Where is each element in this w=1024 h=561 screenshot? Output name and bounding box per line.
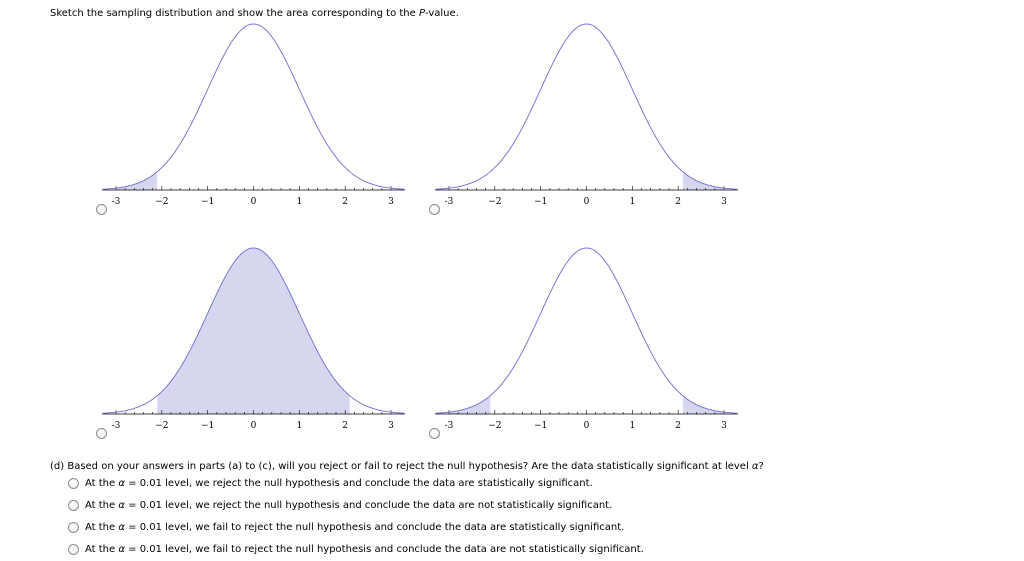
distribution-graph-2: -3 −2 −1 0 1 2 3 [435, 20, 741, 220]
prompt-p-italic: P [418, 8, 425, 19]
tick-label: −1 [534, 421, 547, 431]
tick-label: 3 [721, 421, 727, 431]
answer-option-1-radio[interactable] [67, 477, 79, 489]
tick-label: 2 [675, 421, 681, 431]
answer-option-2-alpha: α [118, 499, 125, 511]
tick-label: 0 [584, 197, 590, 207]
tick-label: -3 [445, 197, 454, 207]
normal-curve [102, 247, 405, 414]
answer-option-2-label[interactable]: At the α = 0.01 level, we reject the nul… [85, 500, 612, 511]
tick-label: −2 [488, 421, 501, 431]
shaded-area-1 [157, 248, 350, 414]
answer-option-4-pre: At the [85, 543, 119, 555]
distribution-graph-3-svg: -3 −2 −1 0 1 2 3 [102, 247, 405, 431]
distribution-graph-4: -3 −2 −1 0 1 2 3 [435, 244, 741, 444]
normal-curve [435, 247, 738, 414]
tick-label: 2 [342, 421, 348, 431]
tick-label: 1 [296, 421, 302, 431]
answer-option-4-label[interactable]: At the α = 0.01 level, we fail to reject… [85, 544, 644, 555]
question-alpha: α [751, 461, 759, 472]
answer-option-1-pre: At the [85, 477, 119, 489]
tick-label: 3 [388, 197, 394, 207]
prompt-text: Sketch the sampling distribution and sho… [50, 8, 459, 19]
normal-curve [435, 23, 738, 190]
graph-option-1-radio[interactable] [95, 203, 107, 215]
question-text-before: (d) Based on your answers in parts (a) t… [50, 461, 752, 472]
answer-option-3-label[interactable]: At the α = 0.01 level, we fail to reject… [85, 522, 624, 533]
tick-label: -3 [112, 421, 121, 431]
graph-option-3-radio[interactable] [95, 427, 107, 439]
normal-curve [102, 23, 405, 190]
answer-option-3-alpha: α [118, 521, 125, 533]
graph-option-2-radio-wrap[interactable] [427, 202, 441, 216]
tick-label: 1 [296, 197, 302, 207]
distribution-graph-1: -3 −2 −1 0 1 2 3 [102, 20, 408, 220]
tick-label: 0 [251, 197, 257, 207]
shaded-area-1 [449, 395, 491, 414]
prompt-after: -value. [425, 8, 459, 19]
tick-label: 2 [675, 197, 681, 207]
prompt-before: Sketch the sampling distribution and sho… [50, 8, 419, 19]
answer-option-3-radio-wrap[interactable] [66, 520, 80, 534]
tick-label: −2 [155, 197, 168, 207]
distribution-graph-1-svg: -3 −2 −1 0 1 2 3 [102, 23, 405, 207]
answer-option-4-post: = 0.01 level, we fail to reject the null… [124, 543, 644, 555]
graph-option-4-radio[interactable] [428, 427, 440, 439]
distribution-graph-2-svg: -3 −2 −1 0 1 2 3 [435, 23, 738, 207]
tick-label: 1 [629, 197, 635, 207]
answer-option-1-label[interactable]: At the α = 0.01 level, we reject the nul… [85, 478, 593, 489]
answer-option-3-radio[interactable] [67, 521, 79, 533]
answer-option-4-radio-wrap[interactable] [66, 542, 80, 556]
tick-label: -3 [445, 421, 454, 431]
answer-option-3[interactable]: At the α = 0.01 level, we fail to reject… [66, 520, 624, 534]
tick-label: −1 [201, 421, 214, 431]
tick-label: 0 [251, 421, 257, 431]
answer-option-2-pre: At the [85, 499, 119, 511]
tick-label: 0 [584, 421, 590, 431]
answer-option-1-radio-wrap[interactable] [66, 476, 80, 490]
distribution-graph-3: -3 −2 −1 0 1 2 3 [102, 244, 408, 444]
tick-label: −1 [201, 197, 214, 207]
answer-option-1-post: = 0.01 level, we reject the null hypothe… [124, 477, 593, 489]
answer-option-3-pre: At the [85, 521, 119, 533]
answer-option-1-alpha: α [118, 477, 125, 489]
tick-label: 3 [721, 197, 727, 207]
answer-option-4-alpha: α [118, 543, 125, 555]
answer-option-2[interactable]: At the α = 0.01 level, we reject the nul… [66, 498, 612, 512]
tick-label: 2 [342, 197, 348, 207]
answer-option-3-post: = 0.01 level, we fail to reject the null… [124, 521, 625, 533]
tick-label: −1 [534, 197, 547, 207]
graph-option-2-radio[interactable] [428, 203, 440, 215]
answer-option-4-radio[interactable] [67, 543, 79, 555]
answer-option-2-radio[interactable] [67, 499, 79, 511]
shaded-area-2 [682, 395, 724, 414]
answer-option-4[interactable]: At the α = 0.01 level, we fail to reject… [66, 542, 644, 556]
tick-label: −2 [155, 421, 168, 431]
tick-label: -3 [112, 197, 121, 207]
graph-option-1-radio-wrap[interactable] [94, 202, 108, 216]
graph-option-4-radio-wrap[interactable] [427, 426, 441, 440]
question-text-after: ? [758, 461, 764, 472]
answer-option-2-post: = 0.01 level, we reject the null hypothe… [124, 499, 613, 511]
tick-label: 1 [629, 421, 635, 431]
shaded-area-1 [116, 171, 158, 190]
graph-option-3-radio-wrap[interactable] [94, 426, 108, 440]
distribution-graph-4-svg: -3 −2 −1 0 1 2 3 [435, 247, 738, 431]
answer-option-2-radio-wrap[interactable] [66, 498, 80, 512]
question-d: (d) Based on your answers in parts (a) t… [50, 461, 764, 472]
answer-option-1[interactable]: At the α = 0.01 level, we reject the nul… [66, 476, 593, 490]
tick-label: −2 [488, 197, 501, 207]
tick-label: 3 [388, 421, 394, 431]
shaded-area-1 [682, 171, 724, 190]
